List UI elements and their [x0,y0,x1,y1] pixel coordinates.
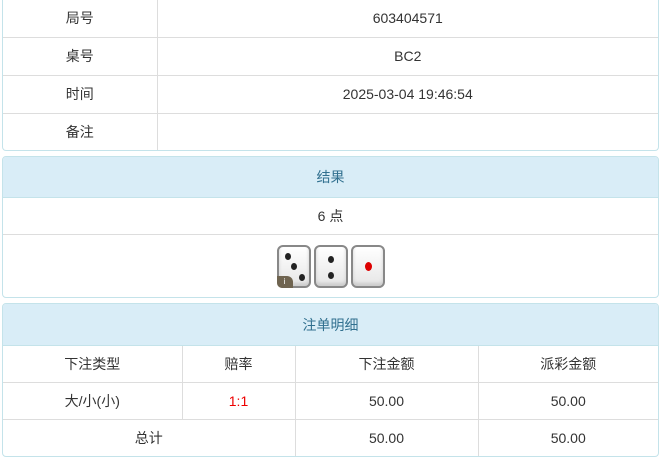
header-bet-amount: 下注金额 [294,346,479,383]
total-label: 总计 [3,418,296,456]
header-payout: 派彩金额 [477,346,658,383]
bet-amount: 50.00 [294,381,479,420]
bet-header-row: 下注类型 赔率 下注金额 派彩金额 [3,346,658,383]
total-payout: 50.00 [477,418,658,456]
header-bet-type: 下注类型 [3,346,183,383]
bet-table: 下注类型 赔率 下注金额 派彩金额 大/小(小) 1:1 50.00 50.00… [3,346,658,456]
die-3-icon: i [276,245,311,288]
row-table: 桌号 BC2 [3,36,658,76]
die-2-icon [313,245,348,288]
payout: 50.00 [477,381,658,420]
row-round-id: 局号 603404571 [3,0,658,38]
info-badge-icon[interactable]: i [276,276,293,288]
dice-row: i [3,235,658,297]
time: 2025-03-04 19:46:54 [156,74,658,114]
bet-details-panel: 注单明细 下注类型 赔率 下注金额 派彩金额 大/小(小) 1:1 50.00 … [2,303,659,457]
round-id: 603404571 [156,0,658,38]
total-amount: 50.00 [294,418,479,456]
round-info-panel: 局号 603404571 桌号 BC2 时间 2025-03-04 19:46:54 … [2,0,659,151]
bet-details-title: 注单明细 [3,304,658,346]
row-time: 时间 2025-03-04 19:46:54 [3,74,658,114]
round-info-table: 局号 603404571 桌号 BC2 时间 2025-03-04 19:46:54 … [3,0,658,150]
result-title: 结果 [3,157,658,198]
table-row: 大/小(小) 1:1 50.00 50.00 [3,381,658,420]
total-row: 总计 50.00 50.00 [3,418,658,456]
bet-type: 大/小(小) [3,381,183,420]
odds: 1:1 [181,381,296,420]
label: 时间 [3,74,158,114]
die-1-icon [350,245,385,288]
header-odds: 赔率 [181,346,296,383]
result-points: 6 点 [3,198,658,235]
remark [156,112,658,150]
table-id: BC2 [156,36,658,76]
label: 局号 [3,0,158,38]
result-panel: 结果 6 点 i [2,156,659,298]
label: 桌号 [3,36,158,76]
row-remark: 备注 [3,112,658,150]
label: 备注 [3,112,158,150]
